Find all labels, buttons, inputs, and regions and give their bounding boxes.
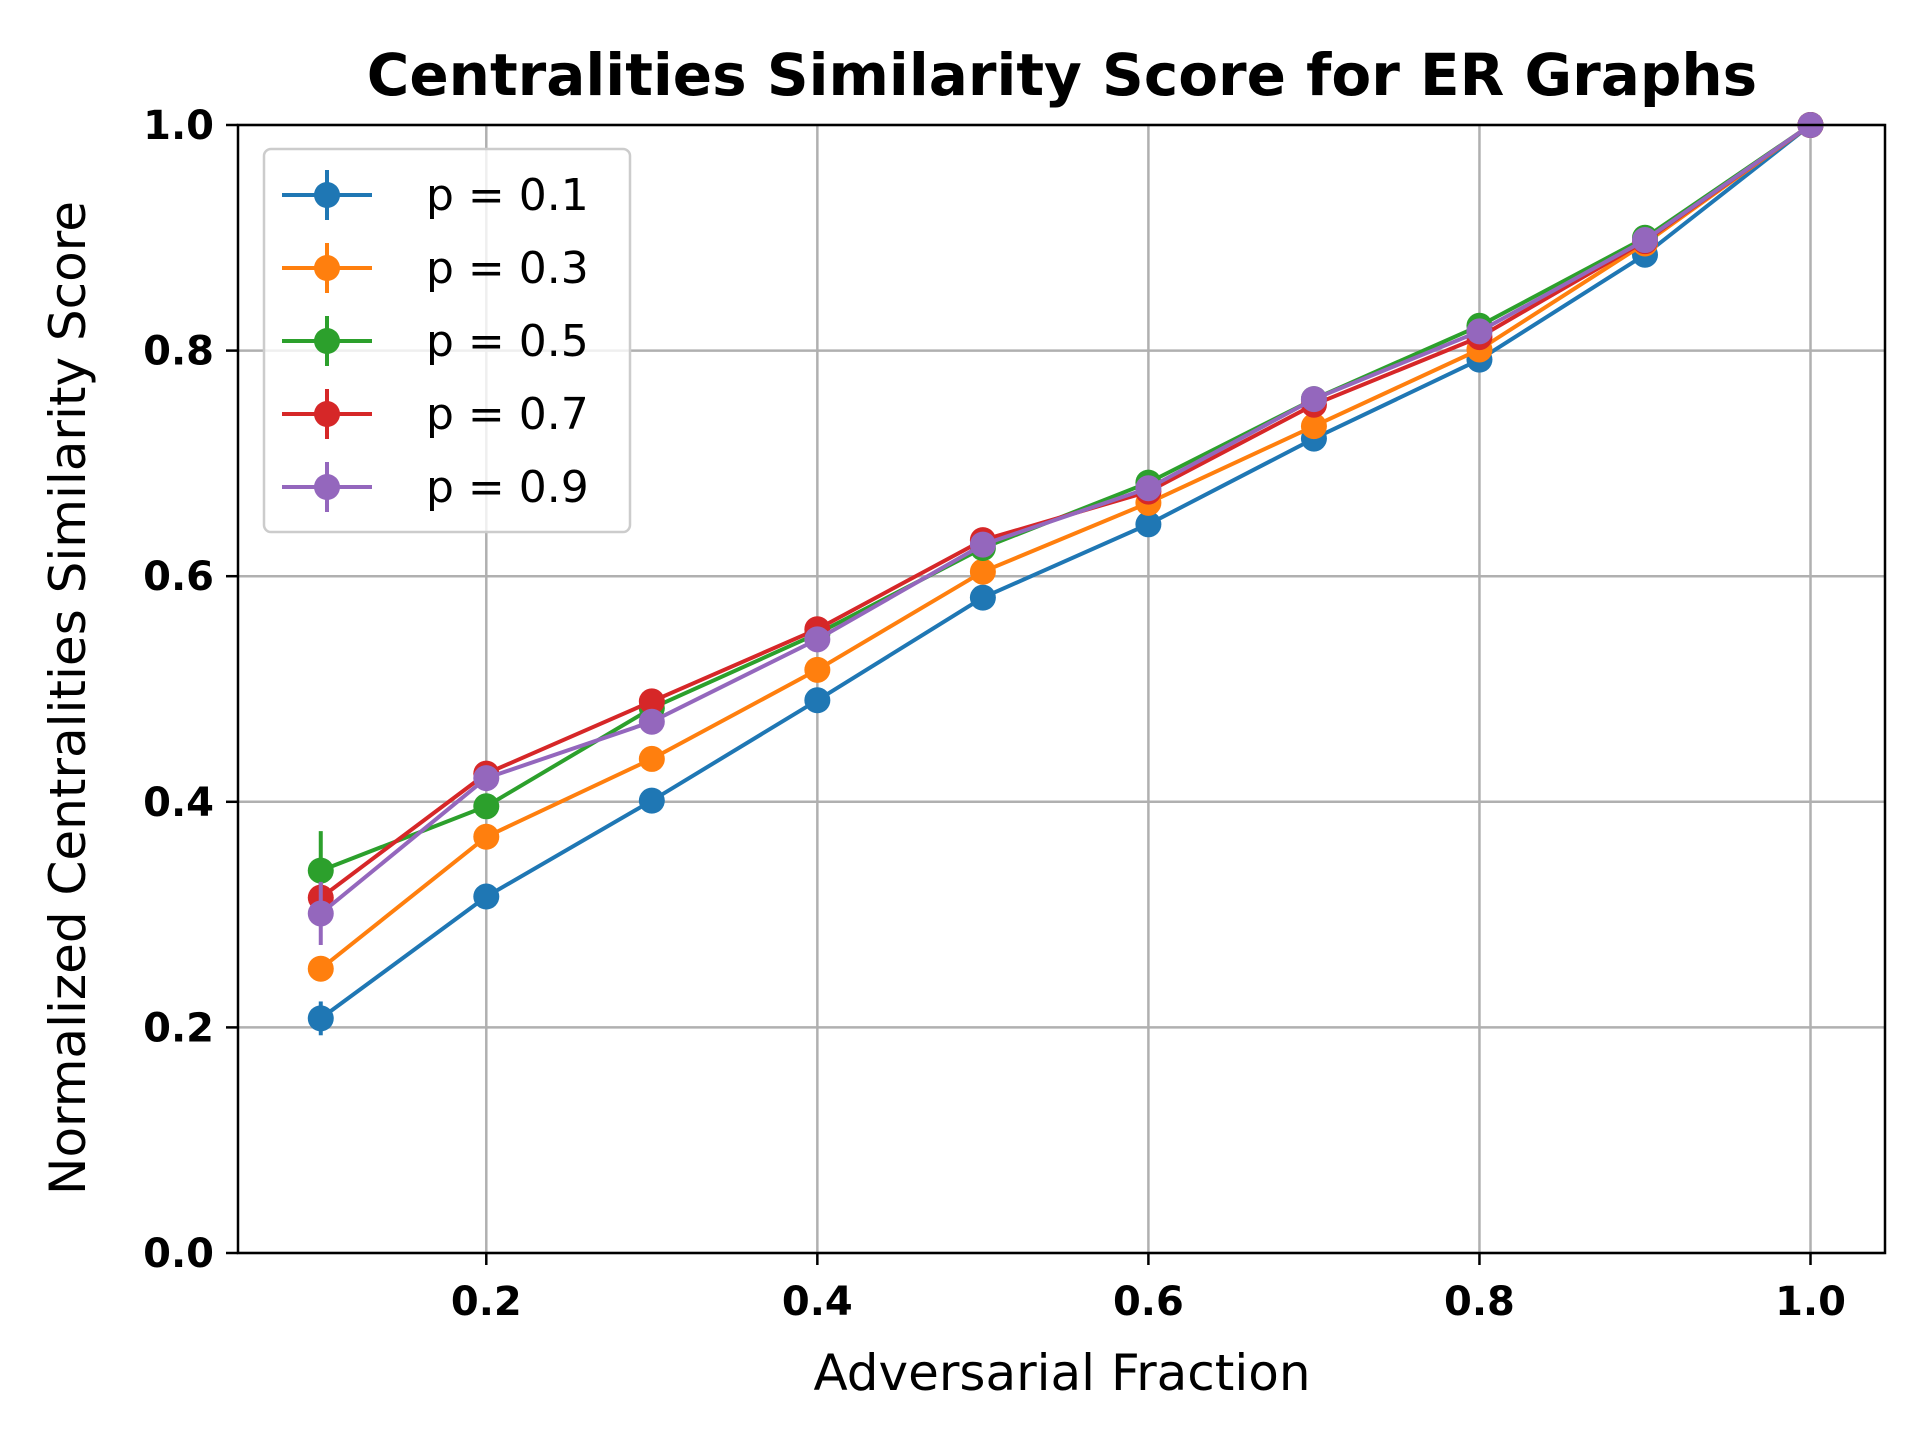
chart-title: Centralities Similarity Score for ER Gra…: [367, 41, 1757, 109]
data-point: [804, 656, 831, 683]
data-point: [473, 883, 500, 910]
data-point: [638, 745, 665, 772]
legend-item: p = 0.7: [282, 389, 589, 440]
y-tick-label: 0.0: [143, 1231, 214, 1277]
legend-label: p = 0.5: [426, 316, 589, 367]
x-axis-label: Adversarial Fraction: [813, 1344, 1310, 1402]
legend: p = 0.1 p = 0.3 p = 0.5 p = 0.7 p = 0.9: [262, 147, 632, 534]
legend-marker: [314, 255, 340, 281]
series-line: [319, 123, 1812, 971]
data-point: [969, 558, 996, 585]
legend-marker: [314, 328, 340, 354]
data-point: [804, 687, 831, 714]
data-point: [804, 626, 831, 653]
data-point: [473, 793, 500, 820]
data-point: [1300, 413, 1327, 440]
data-point: [1631, 227, 1658, 254]
data-point: [1135, 475, 1162, 502]
data-point: [307, 900, 334, 927]
series-line: [319, 123, 1812, 1021]
data-point: [307, 857, 334, 884]
data-point: [969, 531, 996, 558]
y-tick-label: 0.2: [143, 1005, 214, 1051]
data-point: [1135, 511, 1162, 538]
x-tick-label: 0.4: [782, 1279, 853, 1325]
y-tick-label: 1.0: [143, 103, 214, 149]
legend-marker: [314, 474, 340, 500]
x-tick-label: 0.2: [451, 1279, 522, 1325]
y-tick-label: 0.8: [143, 329, 214, 375]
legend-label: p = 0.1: [426, 170, 589, 221]
series-4: [307, 112, 1824, 946]
plot-frame: [236, 123, 1887, 1255]
data-point: [307, 1005, 334, 1032]
data-point: [1300, 386, 1327, 413]
data-point: [307, 955, 334, 982]
legend-label: p = 0.3: [426, 243, 589, 294]
data-point: [638, 688, 665, 715]
legend-label: p = 0.7: [426, 389, 589, 440]
data-point: [1466, 318, 1493, 345]
data-point: [638, 708, 665, 735]
legend-item: p = 0.9: [282, 462, 589, 513]
x-tick-label: 1.0: [1775, 1279, 1846, 1325]
data-point: [473, 765, 500, 792]
y-axis-label: Normalized Centralities Similarity Score: [39, 201, 97, 1195]
data-point: [473, 823, 500, 850]
legend-box: [262, 147, 632, 534]
legend-item: p = 0.1: [282, 170, 589, 221]
y-tick-label: 0.4: [143, 780, 214, 826]
legend-marker: [314, 182, 340, 208]
data-point: [638, 787, 665, 814]
legend-item: p = 0.3: [282, 243, 589, 294]
series-line: [319, 123, 1812, 916]
legend-label: p = 0.9: [426, 462, 589, 513]
y-tick-label: 0.6: [143, 554, 214, 600]
legend-marker: [314, 401, 340, 427]
x-tick-label: 0.8: [1444, 1279, 1515, 1325]
axis-ticks: 0.2 0.4 0.6 0.8 1.0 0.0 0.2 0.4 0.6 0.8 1.0: [143, 103, 1846, 1325]
x-tick-label: 0.6: [1113, 1279, 1184, 1325]
legend-item: p = 0.5: [282, 316, 589, 367]
data-point: [969, 584, 996, 611]
